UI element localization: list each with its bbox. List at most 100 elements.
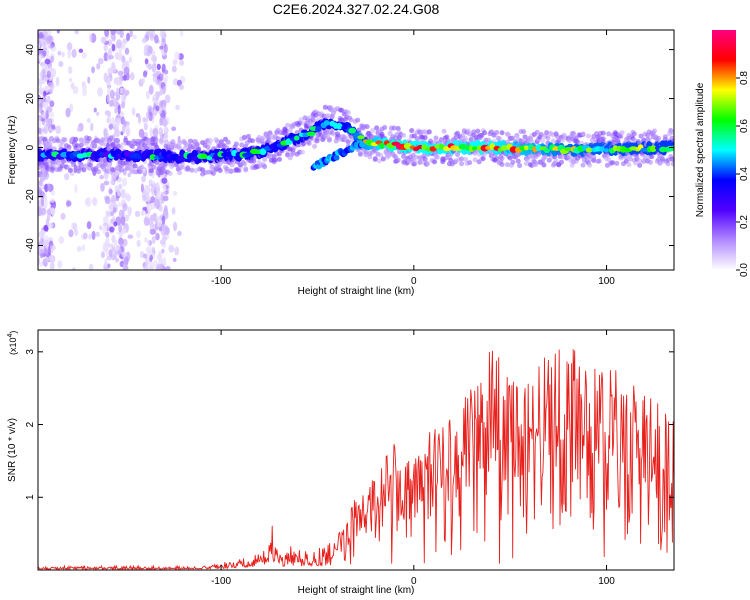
spectrogram-noise-mark bbox=[172, 59, 178, 66]
spectrogram-noise-mark bbox=[137, 115, 142, 124]
spectrogram-noise-mark bbox=[108, 188, 113, 194]
spectrogram-halo-mark bbox=[558, 159, 564, 165]
spectrogram-halo-mark bbox=[241, 161, 247, 167]
spectrogram-noise-mark bbox=[124, 47, 130, 55]
spectrogram-noise-mark bbox=[111, 245, 116, 252]
spectrogram-noise-mark bbox=[46, 213, 51, 222]
spectrogram-ridge-mark bbox=[468, 145, 474, 153]
spectrogram-halo-mark bbox=[623, 154, 629, 160]
snr-chart: -100 0 100 1 2 3 Height of straight line (km… bbox=[7, 329, 675, 596]
spectrogram-halo-mark bbox=[541, 162, 547, 168]
spectrogram-noise-mark bbox=[45, 109, 49, 120]
spectrogram-halo-mark bbox=[108, 135, 114, 141]
spectrogram-noise-mark bbox=[103, 72, 108, 83]
spectrogram-noise-mark bbox=[55, 76, 60, 87]
spectrogram-halo-mark bbox=[59, 163, 65, 169]
spectrogram-halo-mark bbox=[276, 156, 282, 162]
spectrogram-noise-mark bbox=[110, 30, 117, 36]
spectrogram-noise-mark bbox=[149, 214, 156, 222]
spectrogram-halo-mark bbox=[100, 137, 106, 143]
spectrogram-halo-mark bbox=[73, 136, 79, 142]
spectrogram-noise-mark bbox=[121, 124, 126, 134]
spectrogram-noise-mark bbox=[159, 30, 166, 39]
snr-y-tick-label: 2 bbox=[25, 421, 36, 427]
spectrogram-halo-mark bbox=[193, 168, 199, 174]
spectrogram-halo-mark bbox=[102, 161, 108, 167]
spectrogram-noise-mark bbox=[108, 54, 114, 60]
spectrogram-noise-mark bbox=[110, 218, 115, 224]
spectrogram-noise-mark bbox=[45, 36, 51, 45]
spectrogram-ridge-mark bbox=[379, 142, 385, 149]
spectrogram-noise-mark bbox=[117, 202, 122, 208]
spectrogram-noise-mark bbox=[172, 190, 178, 196]
spectrogram-halo-mark bbox=[310, 117, 316, 123]
spectrogram-halo-mark bbox=[154, 160, 160, 166]
spectrogram-noise-mark bbox=[147, 63, 152, 70]
spectrogram-noise-mark bbox=[164, 69, 169, 75]
snr-x-tick-label: 0 bbox=[411, 576, 417, 587]
spectrogram-noise-mark bbox=[116, 87, 120, 98]
snr-y-tick-label: 1 bbox=[25, 494, 36, 500]
spectrogram-noise-mark bbox=[111, 194, 117, 203]
spectrogram-halo-mark bbox=[494, 155, 500, 161]
snr-y-tick-label: 3 bbox=[25, 349, 36, 355]
spectrogram-ridge-mark bbox=[140, 153, 149, 160]
spectrogram-noise-mark bbox=[144, 58, 149, 65]
spectrogram-ridge-mark bbox=[599, 146, 605, 152]
spectrogram-noise-mark bbox=[161, 215, 166, 226]
spectrogram-halo-mark bbox=[550, 138, 556, 144]
spectrogram-halo-mark bbox=[600, 136, 606, 142]
spectrogram-halo-mark bbox=[82, 163, 88, 169]
spectrogram-noise-mark bbox=[61, 51, 65, 58]
spectrogram-halo-mark bbox=[554, 133, 560, 139]
spectrogram-halo-mark bbox=[441, 128, 447, 134]
spectrogram-halo-mark bbox=[163, 139, 169, 145]
spectrogram-noise-mark bbox=[111, 43, 116, 52]
spectrogram-noise-mark bbox=[38, 189, 43, 198]
spectrogram-noise-mark bbox=[97, 87, 104, 97]
spectrogram-noise-mark bbox=[149, 32, 154, 39]
spectrogram-noise-mark bbox=[74, 184, 78, 194]
spectrogram-noise-mark bbox=[113, 239, 118, 247]
spectrogram-halo-mark bbox=[504, 162, 510, 168]
spectrogram-noise-mark bbox=[174, 51, 180, 61]
spectrogram-frame bbox=[37, 29, 675, 271]
spectrogram-noise-mark bbox=[126, 32, 131, 42]
spectrogram-noise-mark bbox=[57, 260, 63, 269]
spectrogram-noise-mark bbox=[108, 202, 114, 213]
spectrogram-noise-mark bbox=[113, 221, 118, 227]
spectrogram-ridge-mark bbox=[523, 145, 530, 151]
spectrogram-halo-mark bbox=[151, 136, 157, 142]
colorbar-tick-label: 0.0 bbox=[739, 263, 750, 277]
spectrogram-noise-mark bbox=[172, 257, 177, 262]
spectrogram-noise-mark bbox=[145, 246, 152, 254]
spectrogram-noise-mark bbox=[159, 204, 163, 212]
spectrogram-noise-mark bbox=[161, 236, 168, 241]
spectrogram-noise-mark bbox=[38, 116, 42, 122]
spectrogram-noise-mark bbox=[99, 225, 103, 231]
spectrogram-noise-mark bbox=[44, 247, 49, 257]
spectrogram-ridge-mark bbox=[335, 122, 343, 130]
spectrogram-halo-mark bbox=[391, 125, 397, 131]
spectrogram-x-tick-label: 100 bbox=[598, 276, 615, 287]
spectrogram-noise-mark bbox=[153, 259, 158, 268]
spectrogram-noise-mark bbox=[174, 246, 180, 256]
spectrogram-noise-mark bbox=[47, 222, 54, 229]
spectrogram-noise-mark bbox=[141, 77, 146, 84]
spectrogram-halo-mark bbox=[647, 159, 653, 165]
spectrogram-x-tick-label: -100 bbox=[211, 276, 231, 287]
spectrogram-noise-mark bbox=[43, 90, 47, 97]
spectrogram-halo-mark bbox=[652, 128, 658, 134]
spectrogram-noise-mark bbox=[122, 228, 127, 234]
spectrogram-noise-mark bbox=[107, 118, 112, 123]
spectrogram-noise-mark bbox=[111, 254, 117, 261]
spectrogram-noise-mark bbox=[51, 206, 55, 217]
spectrogram-noise-mark bbox=[115, 30, 122, 35]
spectrogram-halo-mark bbox=[618, 134, 624, 140]
spectrogram-halo-mark bbox=[499, 130, 505, 136]
spectrogram-noise-mark bbox=[104, 196, 111, 205]
spectrogram-noise-mark bbox=[100, 182, 105, 192]
spectrogram-halo-mark bbox=[325, 113, 331, 119]
spectrogram-noise-mark bbox=[93, 107, 97, 113]
spectrogram-noise-mark bbox=[71, 48, 77, 58]
